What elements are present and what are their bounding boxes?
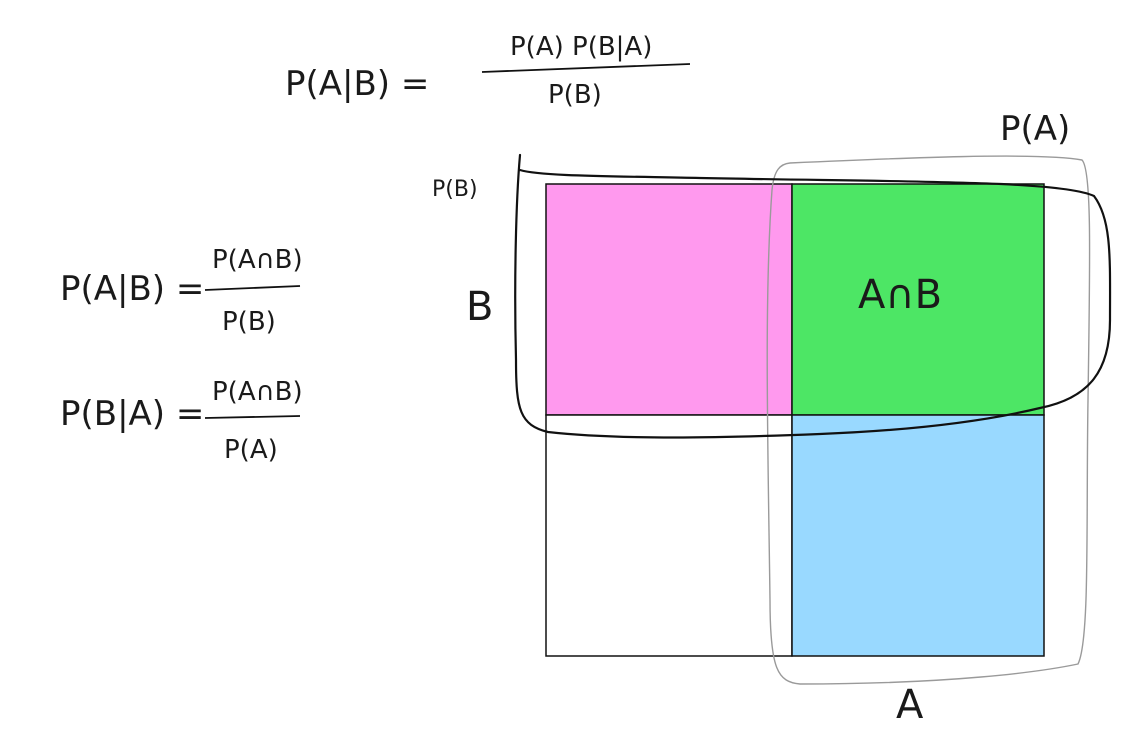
label-a: A (896, 682, 924, 728)
equation-top: P(A|B) = P(A) P(B|A) P(B) (285, 32, 691, 110)
label-b: B (466, 284, 493, 330)
region-a-and-b (791, 183, 1045, 416)
set-b-outline (514, 153, 1112, 439)
equation-top-lhs: P(A|B) = (285, 64, 429, 104)
label-p-a: P(A) (1000, 109, 1070, 149)
equation-left-2-numerator: P(A∩B) (212, 377, 303, 407)
equation-left-1-denominator: P(B) (222, 307, 276, 337)
region-neither (545, 414, 793, 657)
equation-left-2: P(B|A) = P(A∩B) P(A) (60, 377, 303, 465)
label-intersection: A∩B (858, 272, 942, 318)
equation-top-fraction-bar (481, 63, 691, 73)
equation-left-1-lhs: P(A|B) = (60, 269, 204, 309)
equation-left-2-fraction-bar (204, 415, 301, 419)
equation-left-1: P(A|B) = P(A∩B) P(B) (60, 245, 303, 337)
region-a-not-b (791, 414, 1045, 657)
equation-top-denominator: P(B) (548, 80, 602, 110)
equation-left-1-fraction-bar (204, 285, 301, 291)
set-a-outline (766, 155, 1091, 685)
equation-left-1-numerator: P(A∩B) (212, 245, 303, 275)
label-p-b: P(B) (432, 177, 478, 202)
equation-left-2-lhs: P(B|A) = (60, 394, 204, 434)
equation-top-numerator: P(A) P(B|A) (510, 32, 652, 62)
equation-left-2-denominator: P(A) (224, 435, 278, 465)
region-b-not-a (545, 183, 793, 416)
